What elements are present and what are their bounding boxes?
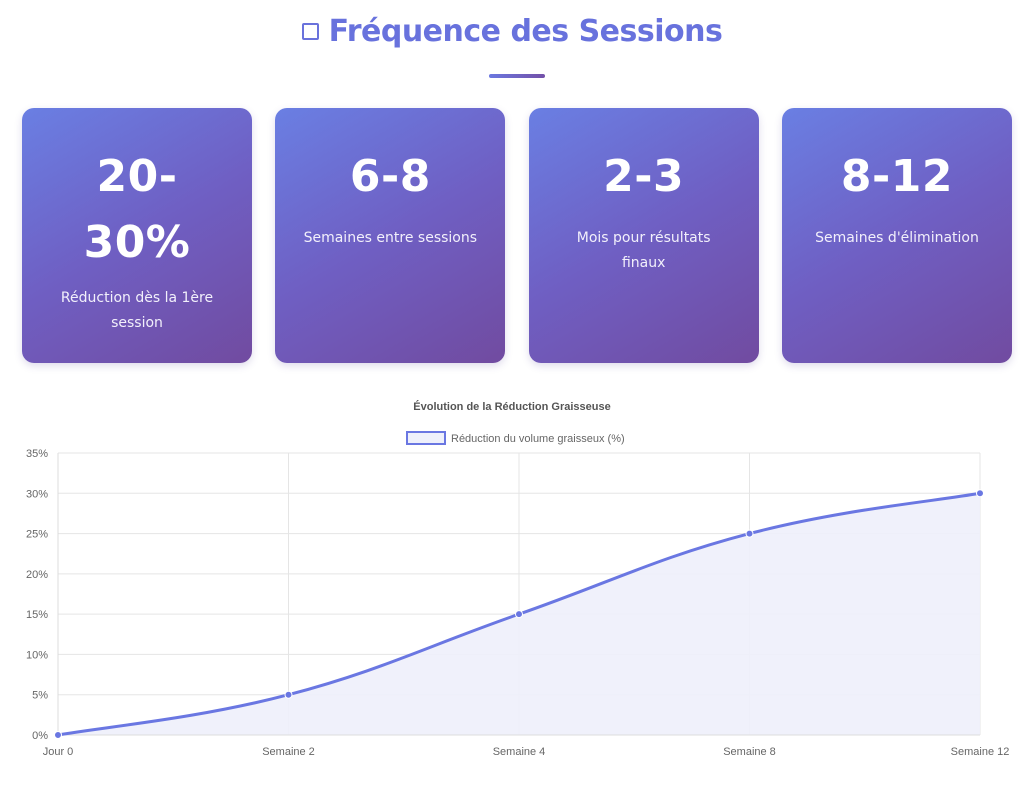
y-tick-label: 25% [26,529,48,541]
x-tick-label: Jour 0 [43,746,74,758]
stat-label: Réduction dès la 1ère session [60,290,214,331]
stat-card-reduction: 20-30% Réduction dès la 1ère session [22,108,252,363]
data-point [976,489,984,498]
y-tick-label: 35% [26,448,48,460]
square-outline-icon [301,23,319,40]
stat-value: 8-12 [840,151,954,202]
y-tick-label: 5% [32,690,48,702]
legend-label: Réduction du volume graisseux (%) [451,433,625,445]
data-point [284,690,293,699]
stat-label: Semaines entre sessions [303,230,478,246]
header: Fréquence des Sessions [0,14,1024,49]
stat-label: Semaines d'élimination [815,230,979,246]
stats-cards: 20-30% Réduction dès la 1ère session 6-8… [22,108,1012,363]
y-tick-label: 10% [26,649,48,661]
y-tick-label: 0% [32,730,48,742]
legend-swatch [406,431,446,445]
data-point [745,529,754,538]
data-point [54,731,62,739]
title-underline [489,74,545,78]
y-tick-label: 30% [26,488,48,500]
y-tick-label: 20% [26,569,48,581]
y-tick-label: 15% [26,609,48,621]
x-tick-label: Semaine 8 [723,746,776,758]
x-tick-label: Semaine 2 [262,746,315,758]
stat-label: Mois pour résultats finaux [576,230,711,271]
chart-title: Évolution de la Réduction Graisseuse [413,400,610,413]
data-point [515,610,523,619]
stat-card-elimination: 8-12 Semaines d'élimination [781,108,1012,363]
stat-value: 2-3 [603,151,685,202]
stat-value: 6-8 [349,151,431,202]
stat-value: 20-30% [83,151,191,268]
page-title: Fréquence des Sessions [301,14,723,49]
fat-reduction-chart: Évolution de la Réduction Graisseuse Rédu… [0,392,1024,772]
stat-card-results: 2-3 Mois pour résultats finaux [528,108,759,363]
page-title-text: Fréquence des Sessions [328,14,723,49]
x-tick-label: Semaine 12 [951,746,1010,758]
stat-card-interval: 6-8 Semaines entre sessions [275,108,506,363]
x-tick-label: Semaine 4 [493,746,546,758]
chart-canvas: Évolution de la Réduction Graisseuse Rédu… [26,400,1010,758]
